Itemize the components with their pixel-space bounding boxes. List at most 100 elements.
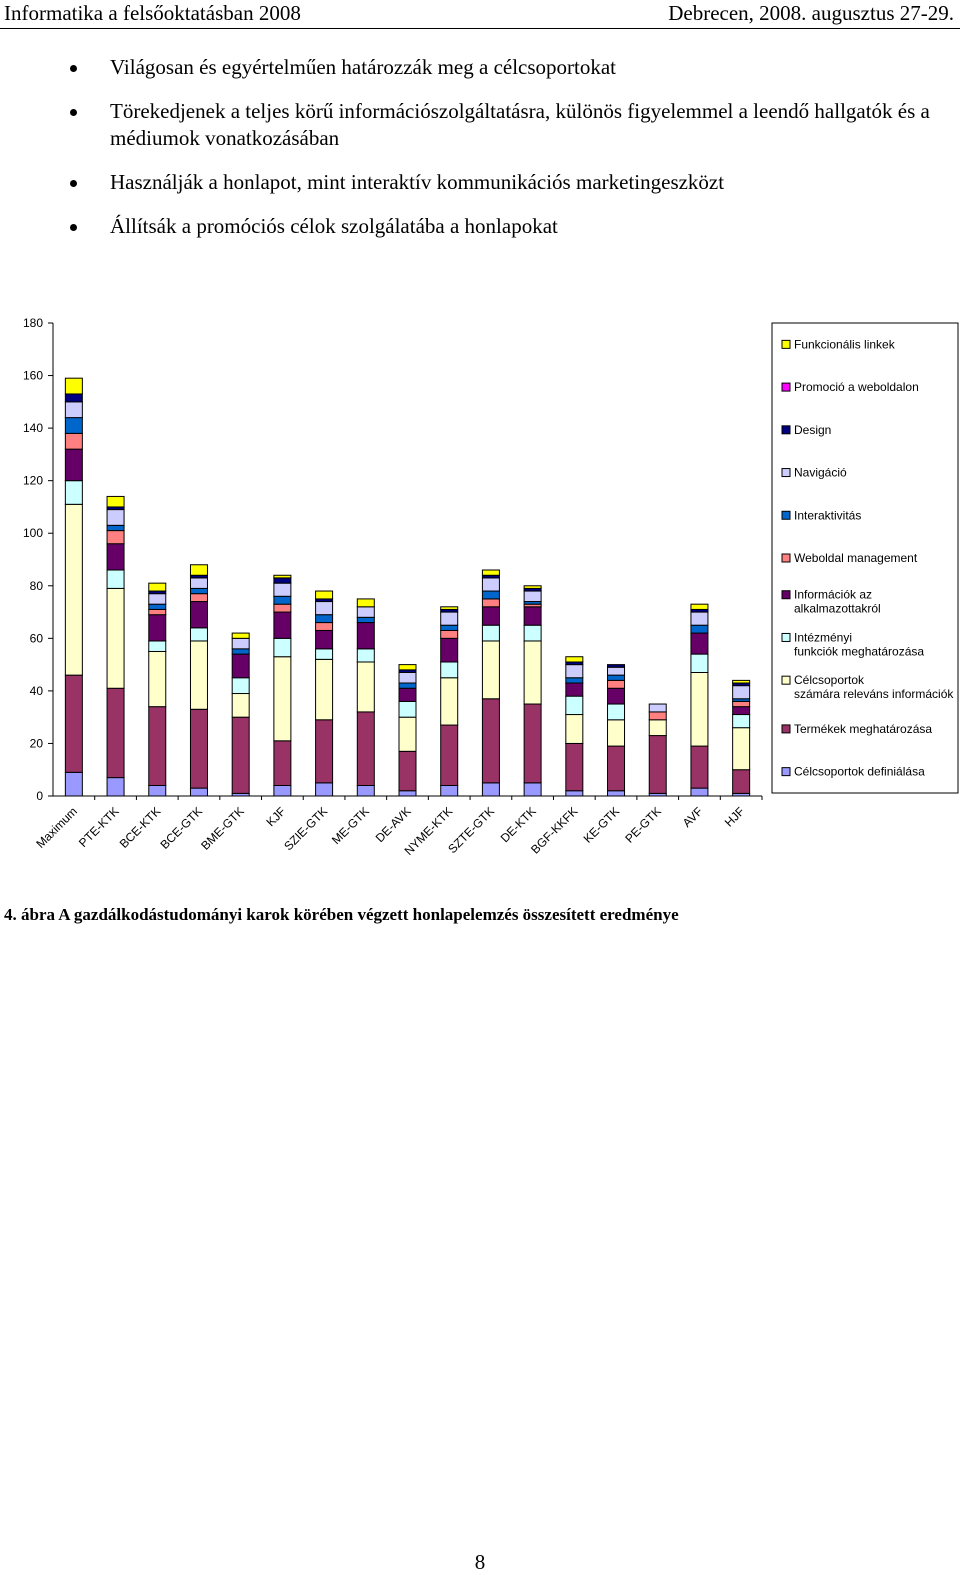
- bar-segment: [565, 790, 584, 797]
- bar-segment: [356, 711, 375, 786]
- page-header: Informatika a felsőoktatásban 2008 Debre…: [0, 0, 960, 26]
- bullet-item: Állítsák a promóciós célok szolgálatába …: [70, 213, 950, 240]
- legend-swatch: [781, 510, 791, 520]
- bar-segment: [607, 664, 626, 668]
- legend-label: Információk az: [794, 588, 872, 602]
- bar-segment: [565, 742, 584, 792]
- bar-segment: [231, 632, 250, 639]
- legend-swatch: [781, 724, 791, 734]
- bar-segment: [189, 787, 208, 797]
- bar-segment: [356, 598, 375, 608]
- bar-segment: [315, 648, 334, 660]
- bullet-text: Törekedjenek a teljes körű információszo…: [110, 99, 930, 150]
- bar-segment: [273, 740, 292, 786]
- bullet-text: Világosan és egyértelműen határozzák meg…: [110, 55, 617, 79]
- bar-segment: [356, 661, 375, 713]
- bar-segment: [64, 377, 83, 395]
- bullet-icon: [70, 65, 77, 72]
- bar-segment: [356, 622, 375, 650]
- y-tick-label: 160: [23, 369, 43, 383]
- bar-segment: [440, 629, 459, 639]
- bar-segment: [273, 595, 292, 605]
- legend-label: Célcsoportok definiálása: [794, 765, 925, 779]
- bar-segment: [440, 784, 459, 797]
- bar-segment: [607, 679, 626, 689]
- x-tick-label: HJF: [722, 804, 747, 829]
- bar-segment: [106, 587, 125, 689]
- bullet-text: Állítsák a promóciós célok szolgálatába …: [110, 214, 558, 238]
- bar-segment: [690, 787, 709, 797]
- bar-segment: [189, 601, 208, 629]
- x-tick-label: ME-GTK: [329, 804, 372, 847]
- bar-segment: [523, 782, 542, 797]
- bar-segment: [189, 577, 208, 589]
- bar-segment: [64, 448, 83, 482]
- y-tick-label: 100: [23, 526, 43, 540]
- bar-segment: [315, 622, 334, 631]
- bar-segment: [648, 711, 667, 721]
- bar-segment: [732, 700, 751, 708]
- legend-swatch: [781, 590, 791, 600]
- bar-segment: [315, 629, 334, 650]
- y-tick-label: 20: [30, 736, 44, 750]
- bar-segment: [398, 671, 417, 684]
- bullet-text: Használják a honlapot, mint interaktív k…: [110, 170, 725, 194]
- x-tick-label: PTE-KTK: [76, 804, 122, 850]
- bar-segment: [148, 614, 167, 642]
- y-tick-label: 40: [30, 684, 44, 698]
- bar-segment: [690, 671, 709, 747]
- x-tick-label: BCE-KTK: [117, 804, 164, 851]
- legend-label: Design: [794, 423, 831, 437]
- bar-segment: [732, 679, 751, 684]
- bar-segment: [315, 782, 334, 797]
- bar-segment: [64, 417, 83, 434]
- bar-segment: [607, 790, 626, 797]
- bar-segment: [690, 611, 709, 626]
- bar-segment: [732, 714, 751, 729]
- bar-segment: [148, 784, 167, 797]
- bar-segment: [398, 687, 417, 702]
- bar-segment: [148, 603, 167, 610]
- x-tick-label: SZIE-GTK: [281, 804, 330, 853]
- bar-segment: [64, 480, 83, 505]
- legend-swatch: [781, 468, 791, 478]
- bar-segment: [523, 585, 542, 589]
- bar-segment: [64, 674, 83, 773]
- bar-segment: [231, 716, 250, 794]
- x-tick-label: PE-GTK: [622, 804, 663, 845]
- bar-segment: [607, 745, 626, 792]
- bar-segment: [106, 524, 125, 532]
- figure-caption: 4. ábra A gazdálkodástudományi karok kör…: [4, 905, 679, 924]
- bar-segment: [189, 708, 208, 789]
- bar-segment: [607, 666, 626, 676]
- legend-swatch: [781, 425, 791, 435]
- x-tick-label: AVF: [680, 804, 706, 830]
- bar-segment: [273, 582, 292, 597]
- bar-segment: [148, 608, 167, 616]
- bar-segment: [189, 587, 208, 595]
- bar-segment: [356, 616, 375, 624]
- x-tick-label: Maximum: [33, 804, 80, 851]
- bar-segment: [565, 656, 584, 663]
- bar-segment: [607, 719, 626, 747]
- legend-label: funkciók meghatározása: [794, 644, 924, 658]
- bar-segment: [106, 495, 125, 508]
- legend-swatch: [781, 632, 791, 642]
- page-number: 8: [474, 1550, 486, 1574]
- bar-segment: [648, 719, 667, 737]
- y-tick-label: 180: [23, 316, 43, 330]
- bar-segment: [481, 577, 500, 592]
- bar-segment: [690, 745, 709, 789]
- bar-segment: [648, 703, 667, 713]
- header-conference: Informatika a felsőoktatásban 2008: [4, 0, 301, 25]
- bar-segment: [64, 771, 83, 797]
- bar-segment: [523, 624, 542, 642]
- y-tick-label: 60: [30, 631, 44, 645]
- legend-swatch: [781, 767, 791, 777]
- bar-segment: [106, 543, 125, 571]
- bar-segment: [189, 564, 208, 576]
- bar-segment: [523, 606, 542, 626]
- legend-box: [771, 322, 959, 794]
- bar-segment: [607, 687, 626, 705]
- bar-segment: [440, 606, 459, 610]
